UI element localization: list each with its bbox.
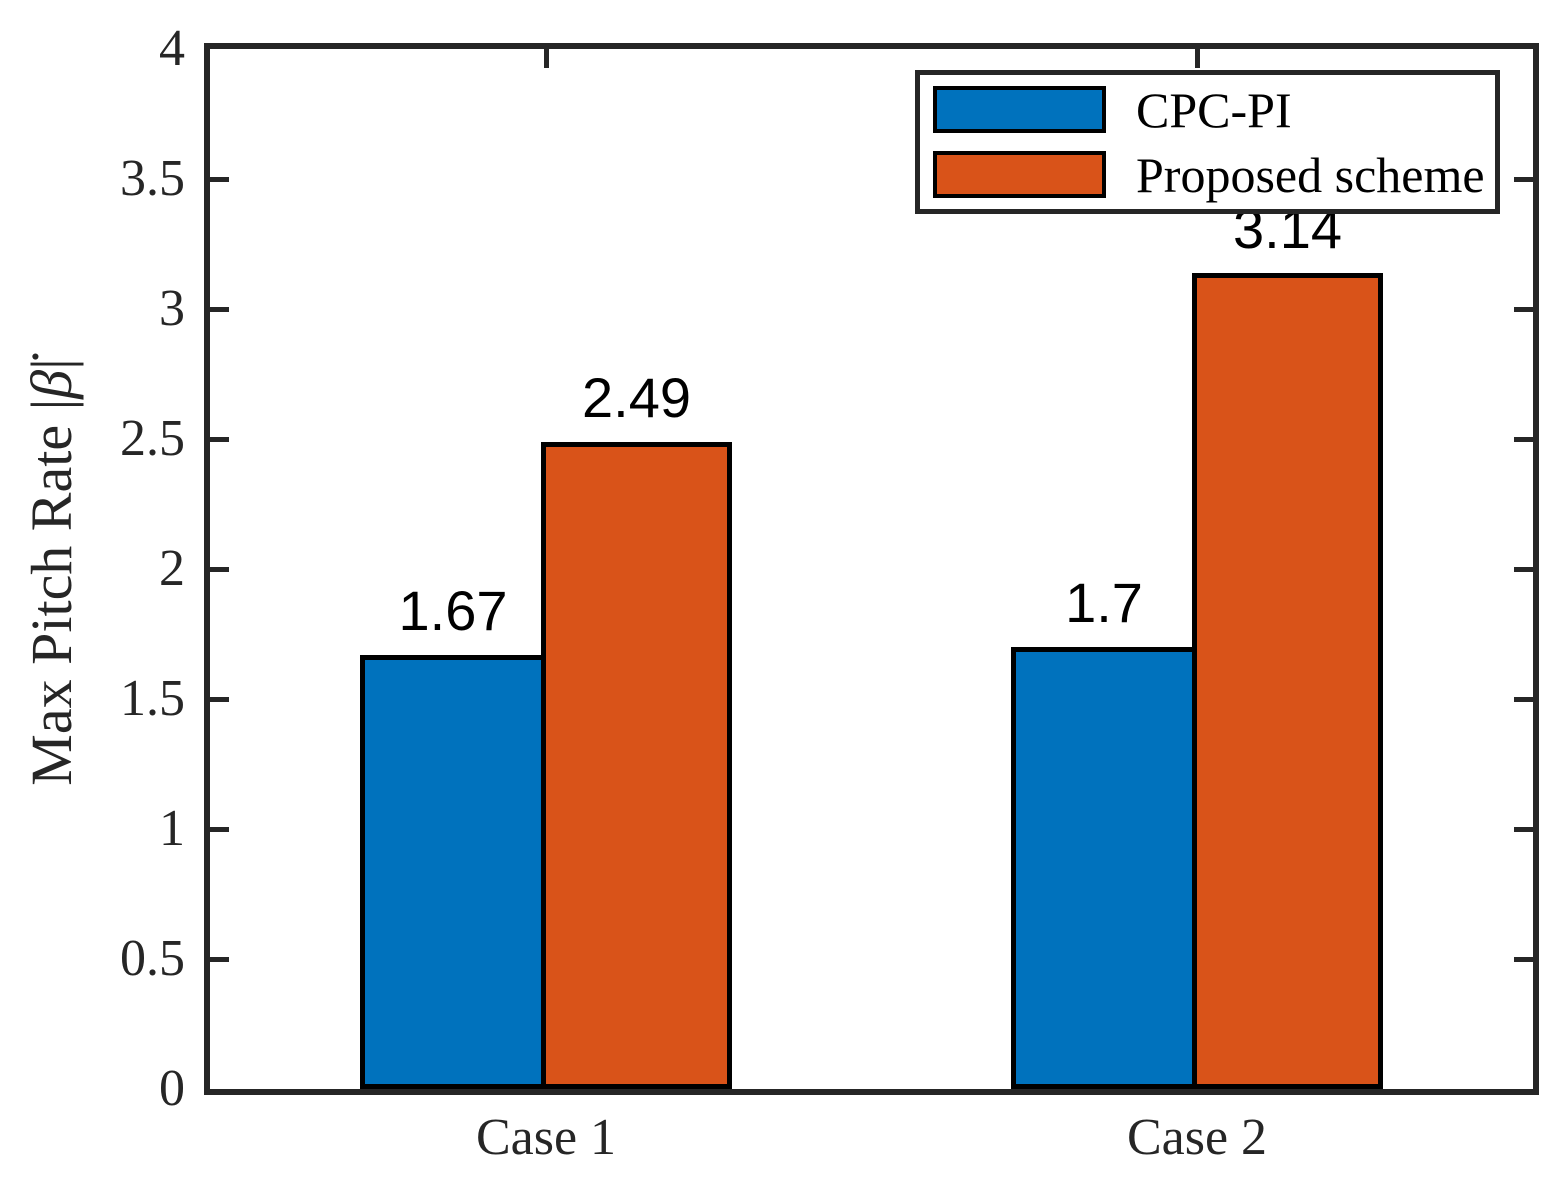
bar-value-label: 2.49 (582, 365, 691, 429)
x-category-label: Case 2 (1126, 1109, 1268, 1166)
y-tick-mark-left (210, 306, 229, 312)
y-tick-label: 1.5 (120, 670, 185, 727)
bar-case2-proposed-scheme (1192, 272, 1383, 1089)
y-tick-label: 1 (159, 800, 185, 857)
y-tick-label: 0.5 (120, 930, 185, 987)
y-tick-mark-left (210, 436, 229, 442)
legend: CPC-PI Proposed scheme (915, 70, 1500, 214)
x-tick-mark-top (543, 49, 549, 68)
bar-value-label: 1.7 (1065, 571, 1143, 634)
y-tick-label: 3 (159, 280, 185, 337)
y-tick-label: 4 (159, 20, 185, 77)
y-tick-mark-left (210, 566, 229, 572)
bar-case1-cpc-pi (360, 654, 546, 1089)
bar-value-label: 1.67 (398, 578, 508, 642)
legend-swatch (933, 86, 1106, 133)
y-tick-mark-right (1514, 696, 1533, 702)
y-tick-label: 3.5 (120, 150, 185, 207)
y-axis-label-suffix: | (19, 358, 84, 370)
y-tick-mark-left (210, 826, 229, 832)
y-tick-mark-left (210, 176, 229, 182)
y-tick-label: 2 (159, 540, 185, 597)
beta-dot-symbol: β̇ (19, 369, 84, 399)
y-axis-label-prefix: Max Pitch Rate | (19, 398, 84, 786)
y-tick-mark-right (1514, 956, 1533, 962)
y-tick-mark-right (1514, 436, 1533, 442)
x-category-label: Case 1 (475, 1109, 617, 1166)
legend-label: Proposed scheme (1136, 146, 1485, 203)
plot-inner: 1.67 2.49 1.7 3.14 (210, 49, 1533, 1089)
legend-swatch (933, 151, 1106, 198)
legend-label: CPC-PI (1136, 81, 1292, 138)
y-tick-mark-left (210, 956, 229, 962)
y-tick-mark-left (210, 696, 229, 702)
y-tick-mark-right (1514, 306, 1533, 312)
plot-area: 1.67 2.49 1.7 3.14 (204, 43, 1539, 1095)
y-tick-mark-right (1514, 176, 1533, 182)
y-tick-mark-right (1514, 826, 1533, 832)
y-tick-label: 2.5 (120, 410, 185, 467)
y-axis-label: Max Pitch Rate |β̇| (19, 358, 84, 785)
y-tick-label: 0 (159, 1060, 185, 1117)
y-tick-mark-right (1514, 566, 1533, 572)
bar-case2-cpc-pi (1011, 647, 1197, 1089)
x-tick-mark-top (1194, 49, 1200, 68)
legend-item: CPC-PI (933, 85, 1495, 135)
bar-case1-proposed-scheme (541, 441, 732, 1089)
legend-item: Proposed scheme (933, 150, 1495, 200)
